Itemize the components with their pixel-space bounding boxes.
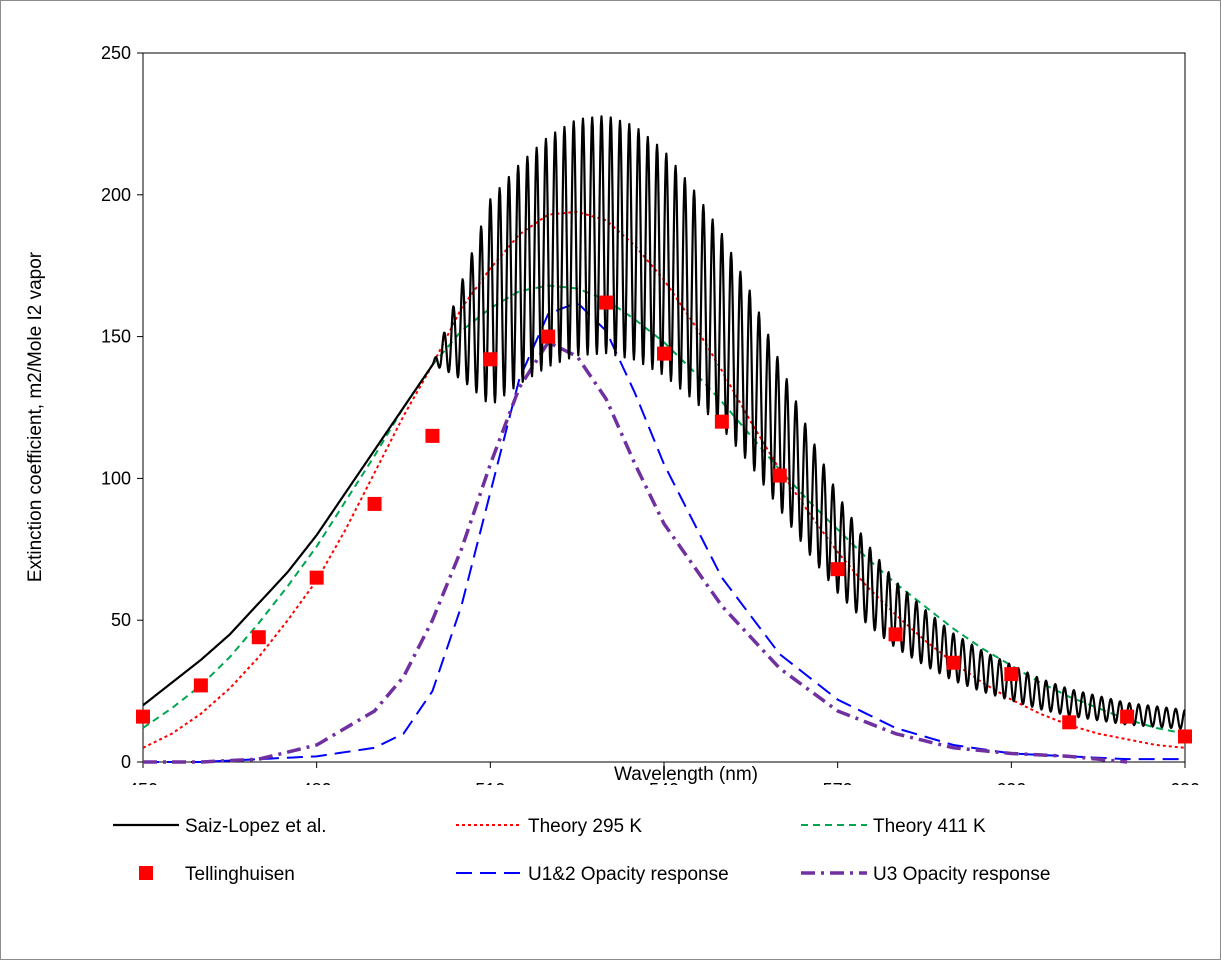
data-point-marker <box>772 468 787 483</box>
data-point-marker <box>599 295 614 310</box>
legend-item-tellinghuisen: Tellinghuisen <box>139 864 295 885</box>
series-tellinghuisen <box>136 295 1192 744</box>
y-tick-label: 150 <box>101 327 131 347</box>
data-point-marker <box>1062 715 1077 730</box>
legend-label: U1&2 Opacity response <box>528 864 729 885</box>
series-line-theory-411-k <box>142 284 1186 735</box>
y-axis-label: Extinction coefficient, m2/Mole I2 vapor <box>25 251 46 582</box>
y-tick-label: 250 <box>101 43 131 63</box>
data-point-marker <box>888 627 903 642</box>
data-point-marker <box>1178 729 1192 744</box>
legend: Saiz-Lopez et al. Theory 295 K Theory 411 … <box>113 816 1050 885</box>
series-theory-411-k <box>142 284 1186 735</box>
y-tick-label: 100 <box>101 468 131 488</box>
data-point-marker <box>946 655 961 670</box>
y-axis-ticks: 0 50 100 150 200 250 <box>101 43 143 772</box>
plot-area <box>142 52 1186 763</box>
legend-item-saiz-lopez-et-al: Saiz-Lopez et al. <box>113 816 327 837</box>
legend-label: Theory 411 K <box>873 816 986 837</box>
legend-item-theory-411-k: Theory 411 K <box>801 816 986 837</box>
legend-item-theory-295-k: Theory 295 K <box>456 816 642 837</box>
legend-label: Tellinghuisen <box>185 864 295 885</box>
data-point-marker <box>367 496 382 511</box>
legend-label: Saiz-Lopez et al. <box>185 816 327 837</box>
legend-item-u3-opacity-response: U3 Opacity response <box>801 864 1050 885</box>
series-layer <box>136 115 1192 764</box>
legend-label: Theory 295 K <box>528 816 642 837</box>
series-line-saiz-lopez-et-al <box>142 115 1186 730</box>
data-point-marker <box>714 414 729 429</box>
y-tick-label: 50 <box>111 610 131 630</box>
data-point-marker <box>251 630 266 645</box>
data-point-marker <box>830 562 845 577</box>
data-point-marker <box>483 352 498 367</box>
series-saiz-lopez-et-al <box>142 115 1186 730</box>
data-point-marker <box>136 709 150 724</box>
data-point-marker <box>1004 667 1019 682</box>
y-tick-label: 200 <box>101 185 131 205</box>
legend-item-u1-2-opacity-response: U1&2 Opacity response <box>456 864 729 885</box>
data-point-marker <box>541 329 556 344</box>
legend-swatch <box>139 866 153 880</box>
data-point-marker <box>657 346 671 361</box>
data-point-marker <box>193 678 208 693</box>
legend-backdrop <box>101 785 1201 885</box>
data-point-marker <box>1120 709 1135 724</box>
data-point-marker <box>309 570 324 585</box>
x-axis-label: Wavelength (nm) <box>614 764 758 785</box>
legend-label: U3 Opacity response <box>873 864 1050 885</box>
y-tick-label: 0 <box>121 752 131 772</box>
data-point-marker <box>425 428 440 443</box>
